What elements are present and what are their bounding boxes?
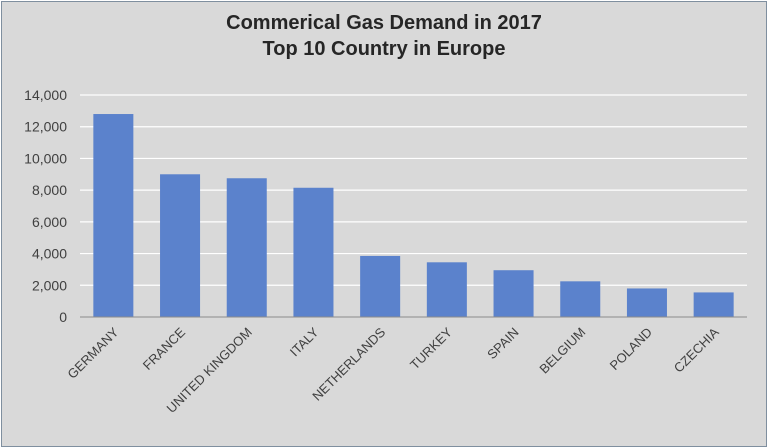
y-tick-label: 8,000 xyxy=(32,182,67,198)
x-tick-label: BELGIUM xyxy=(536,325,588,377)
bar xyxy=(360,255,401,317)
bar xyxy=(626,288,667,317)
y-tick-label: 2,000 xyxy=(32,277,67,293)
y-tick-label: 0 xyxy=(59,309,67,325)
y-tick-label: 12,000 xyxy=(24,119,67,135)
bar xyxy=(160,174,201,317)
bar xyxy=(226,178,267,317)
x-tick-label: TURKEY xyxy=(407,324,455,372)
bar xyxy=(293,187,334,317)
x-tick-label: POLAND xyxy=(607,325,655,373)
y-tick-label: 10,000 xyxy=(24,150,67,166)
bar xyxy=(93,114,134,318)
chart-title-line-2: Top 10 Country in Europe xyxy=(262,38,506,60)
y-tick-label: 14,000 xyxy=(24,87,67,103)
y-tick-label: 4,000 xyxy=(32,246,67,262)
bar xyxy=(493,270,534,317)
bar xyxy=(426,262,467,317)
x-tick-label: ITALY xyxy=(287,324,322,359)
x-tick-label: FRANCE xyxy=(140,324,189,373)
bar xyxy=(560,281,601,317)
y-axis: 0 2,000 4,000 6,000 8,000 10,000 12,000 14,000 xyxy=(24,87,67,325)
x-tick-label: NETHERLANDS xyxy=(309,324,388,403)
x-tick-label: SPAIN xyxy=(484,325,522,363)
chart-title: Commerical Gas Demand in 2017 Top 10 Cou… xyxy=(2,10,766,62)
bars xyxy=(93,114,734,318)
y-tick-label: 6,000 xyxy=(32,214,67,230)
bar xyxy=(693,292,734,317)
chart-title-line-1: Commerical Gas Demand in 2017 xyxy=(226,12,542,34)
x-tick-label: GERMANY xyxy=(64,324,121,381)
x-tick-label: CZECHIA xyxy=(671,324,722,375)
